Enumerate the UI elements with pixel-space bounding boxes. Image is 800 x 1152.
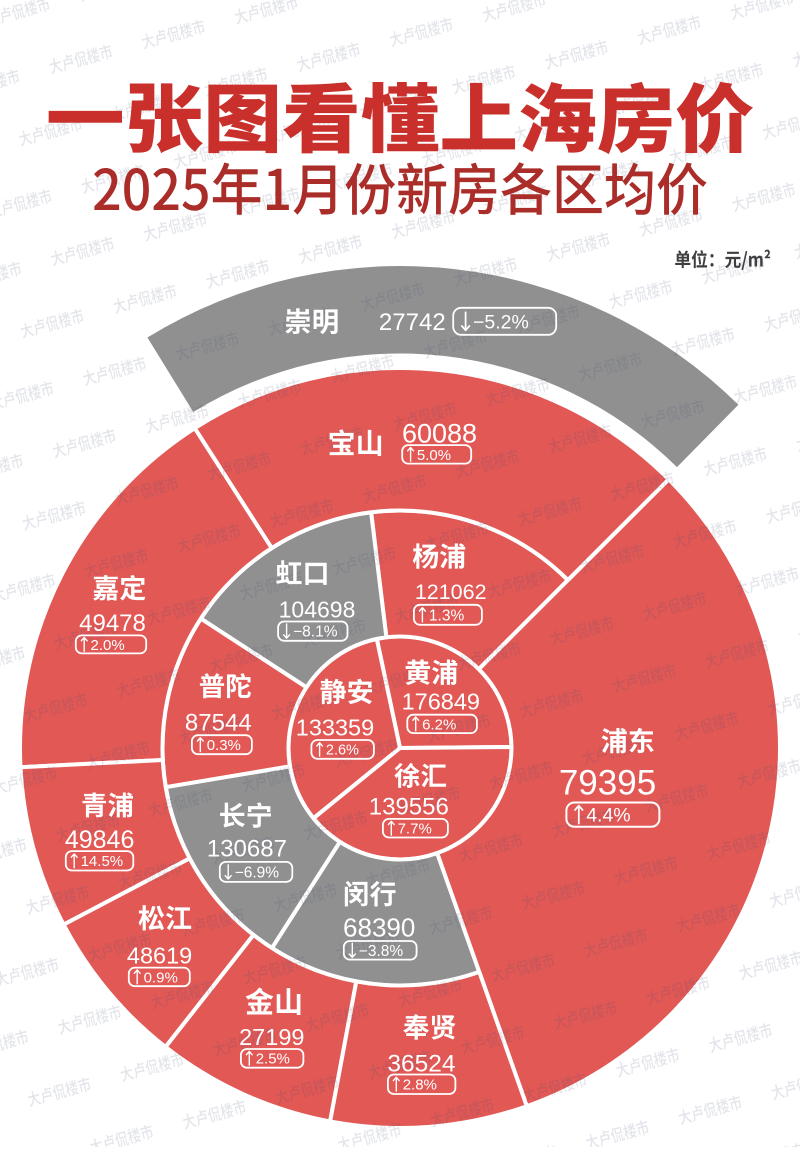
svg-text:−8.1%: −8.1% (293, 624, 338, 641)
svg-text:104698: 104698 (279, 597, 356, 623)
svg-text:121062: 121062 (415, 580, 487, 604)
svg-text:2.8%: 2.8% (403, 1077, 437, 1094)
svg-text:49478: 49478 (79, 610, 146, 637)
svg-text:79395: 79395 (559, 763, 656, 802)
svg-text:48619: 48619 (127, 943, 192, 969)
svg-text:87544: 87544 (185, 710, 252, 737)
svg-text:−6.9%: −6.9% (235, 865, 280, 882)
svg-text:68390: 68390 (343, 912, 415, 942)
svg-text:−5.2%: −5.2% (473, 311, 529, 333)
svg-text:2.6%: 2.6% (326, 743, 359, 759)
svg-text:2.0%: 2.0% (91, 637, 125, 654)
svg-text:6.2%: 6.2% (422, 716, 456, 733)
svg-text:130687: 130687 (207, 836, 287, 863)
svg-text:49846: 49846 (65, 826, 135, 854)
svg-text:176849: 176849 (402, 688, 480, 714)
svg-text:60088: 60088 (402, 418, 477, 448)
svg-text:−3.8%: −3.8% (359, 943, 404, 960)
svg-text:27199: 27199 (239, 1024, 304, 1050)
svg-text:0.3%: 0.3% (207, 737, 241, 754)
svg-text:0.9%: 0.9% (144, 969, 178, 986)
svg-text:36524: 36524 (387, 1050, 455, 1077)
svg-text:27742: 27742 (379, 309, 446, 336)
svg-text:2.5%: 2.5% (256, 1051, 290, 1068)
svg-text:4.4%: 4.4% (586, 805, 630, 827)
svg-text:14.5%: 14.5% (81, 853, 124, 870)
svg-text:5.0%: 5.0% (417, 447, 451, 464)
svg-text:133359: 133359 (296, 715, 374, 741)
svg-text:1.3%: 1.3% (429, 607, 465, 624)
svg-text:7.7%: 7.7% (398, 821, 432, 838)
svg-text:139556: 139556 (369, 794, 449, 821)
